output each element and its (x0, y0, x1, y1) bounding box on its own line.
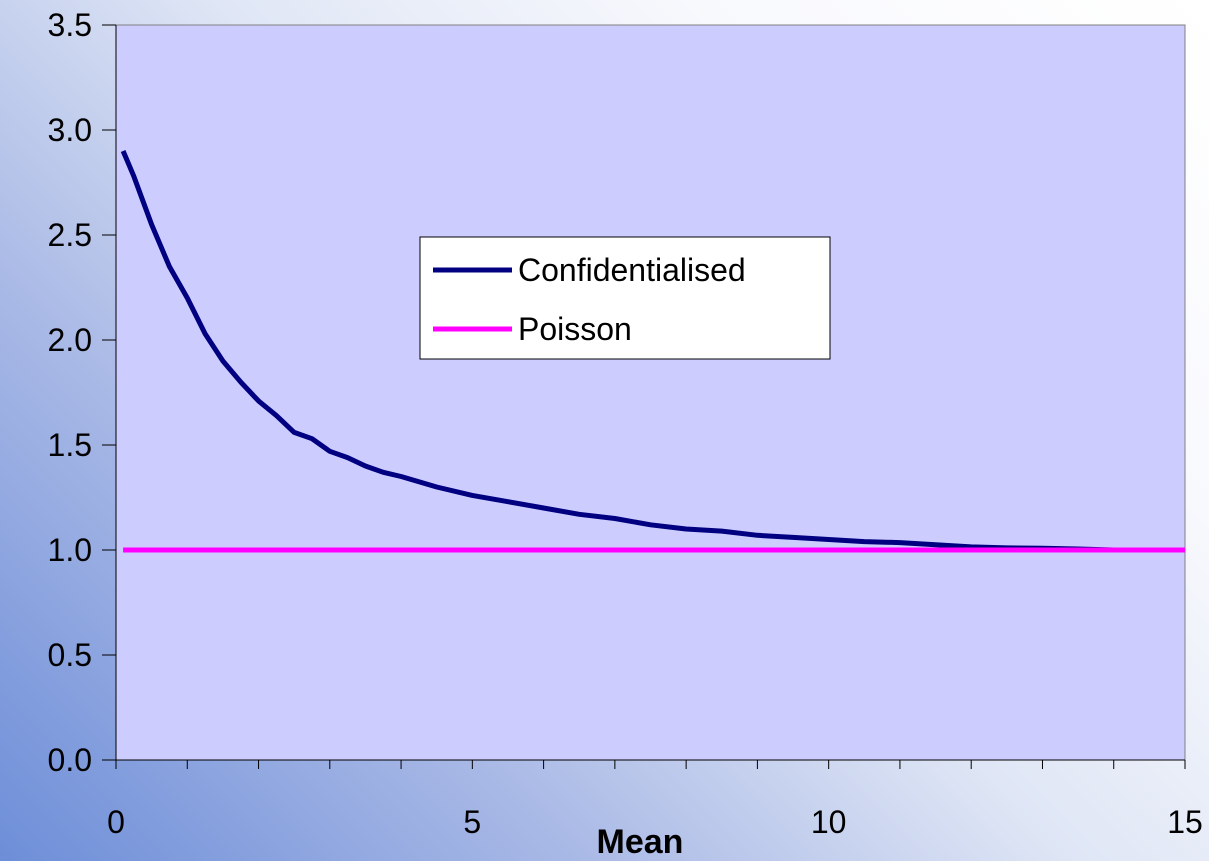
x-axis-tick-labels: 0 5 10 15 (107, 804, 1203, 840)
legend: Confidentialised Poisson (419, 236, 831, 360)
y-tick-label: 1.5 (48, 427, 92, 463)
x-axis-ticks (115, 760, 1186, 769)
legend-box (419, 236, 831, 360)
series-line-confidentialised (120, 150, 1185, 553)
y-tick-label: 0.5 (48, 637, 92, 673)
y-tick-label: 3.0 (48, 112, 92, 148)
y-axis-ticks (102, 24, 116, 761)
legend-label-poisson: Poisson (518, 311, 632, 347)
y-tick-label: 1.0 (48, 532, 92, 568)
x-tick-label: 5 (463, 804, 481, 840)
y-tick-label: 2.5 (48, 217, 92, 253)
x-tick-label: 0 (107, 804, 125, 840)
y-axis-tick-labels: 0.0 0.5 1.0 1.5 2.0 2.5 3.0 3.5 (48, 7, 92, 778)
plot-area (115, 24, 1186, 761)
y-tick-label: 0.0 (48, 742, 92, 778)
y-tick-label: 3.5 (48, 7, 92, 43)
series-group (120, 150, 1185, 553)
x-tick-label: 15 (1167, 804, 1203, 840)
x-tick-label: 10 (811, 804, 847, 840)
legend-label-confidentialised: Confidentialised (518, 252, 746, 288)
x-axis-title: Mean (597, 823, 684, 861)
y-tick-label: 2.0 (48, 322, 92, 358)
